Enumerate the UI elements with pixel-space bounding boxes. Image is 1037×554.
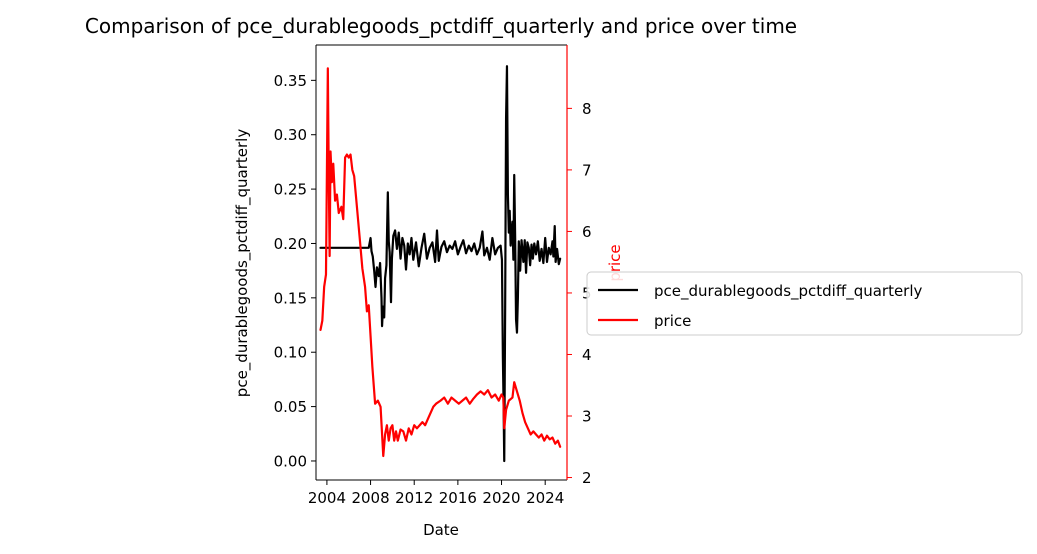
x-tick-label: 2016 (439, 489, 477, 507)
series-line-price (319, 67, 562, 458)
series-line-pce_durablegoods_pctdiff_quarterly (319, 65, 562, 463)
left-y-axis-label: pce_durablegoods_pctdiff_quarterly (233, 129, 252, 398)
legend: pce_durablegoods_pctdiff_quarterly price (586, 271, 1023, 336)
left-y-tick-label: 0.30 (274, 126, 307, 144)
x-axis-label: Date (423, 521, 459, 539)
legend-label-price: price (654, 312, 691, 330)
left-y-tick-label: 0.25 (274, 181, 307, 199)
left-y-tick-label: 0.05 (274, 398, 307, 416)
left-y-ticks: 0.00 0.05 0.10 0.15 0.20 0.25 0.30 0.35 (274, 72, 316, 470)
x-tick-label: 2024 (526, 489, 564, 507)
left-y-tick-label: 0.35 (274, 72, 307, 90)
right-y-tick-label: 7 (582, 161, 592, 179)
left-y-tick-label: 0.20 (274, 235, 307, 253)
right-y-tick-label: 3 (582, 408, 592, 426)
chart-title: Comparison of pce_durablegoods_pctdiff_q… (85, 14, 797, 38)
right-y-tick-label: 8 (582, 100, 592, 118)
right-y-tick-label: 2 (582, 469, 592, 487)
x-tick-label: 2020 (482, 489, 520, 507)
series-layer (319, 65, 562, 463)
right-y-tick-label: 6 (582, 223, 592, 241)
x-ticks: 2004 2008 2012 2016 2020 2024 (308, 480, 564, 507)
left-y-tick-label: 0.10 (274, 344, 307, 362)
left-y-tick-label: 0.15 (274, 289, 307, 307)
right-y-tick-label: 4 (582, 346, 592, 364)
legend-label-pce: pce_durablegoods_pctdiff_quarterly (654, 282, 923, 301)
x-tick-label: 2004 (308, 489, 346, 507)
legend-box (586, 271, 1023, 336)
left-y-tick-label: 0.00 (274, 452, 307, 470)
x-tick-label: 2008 (351, 489, 389, 507)
axes-frame (315, 44, 568, 481)
x-tick-label: 2012 (395, 489, 433, 507)
